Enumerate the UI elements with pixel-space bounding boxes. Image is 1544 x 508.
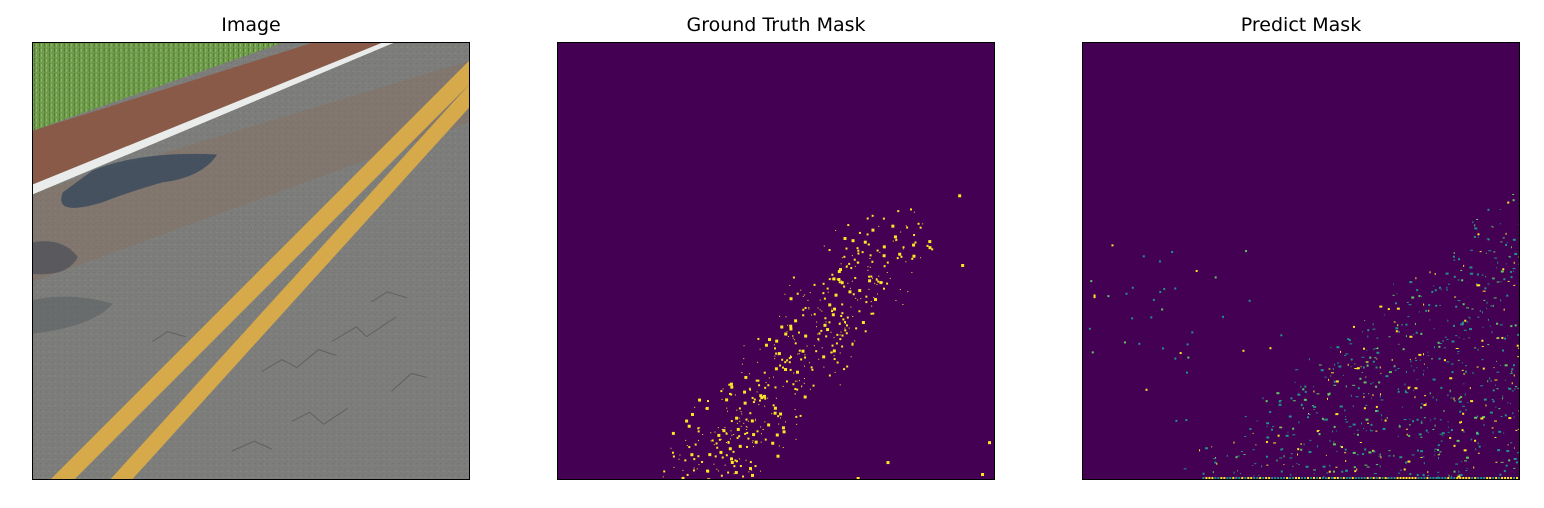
ground-truth-mask-icon [558,43,994,479]
ground-truth-panel [557,42,995,480]
predict-mask-panel [1082,42,1520,480]
predict-mask-title: Predict Mask [1240,14,1362,36]
image-title: Image [221,14,281,36]
predicted-mask-icon [1083,43,1519,479]
road-photo-icon [33,43,469,479]
road-image-panel [32,42,470,480]
ground-truth-title: Ground Truth Mask [686,14,866,36]
